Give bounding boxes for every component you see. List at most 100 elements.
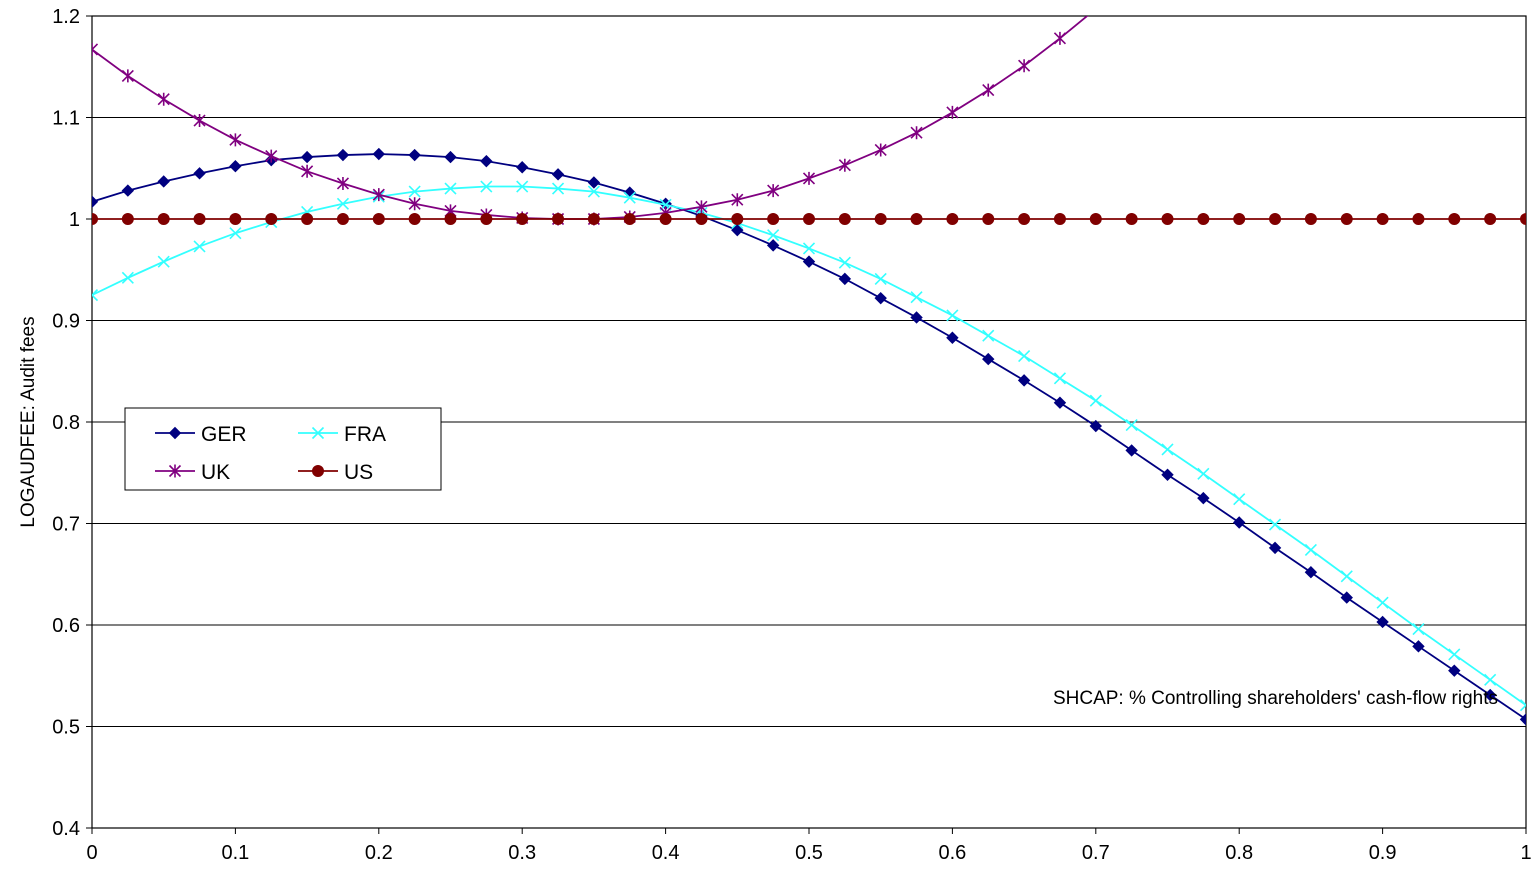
- data-point-fra: [1304, 543, 1317, 556]
- data-point-fra: [1340, 570, 1353, 583]
- x-tick-label: 0.6: [938, 842, 966, 864]
- data-point-ger: [838, 272, 852, 286]
- legend-marker-fra: [311, 426, 325, 440]
- data-point-us: [336, 213, 349, 225]
- data-point-us: [1269, 213, 1282, 225]
- data-point-us: [301, 213, 314, 225]
- data-point-us: [92, 213, 98, 225]
- data-point-ger: [551, 168, 565, 181]
- data-point-ger: [92, 195, 99, 208]
- data-point-fra: [1089, 394, 1102, 407]
- legend-item-uk: UK: [155, 461, 230, 484]
- data-point-fra: [480, 180, 493, 193]
- x-tick-label: 1: [1520, 842, 1531, 864]
- data-point-uk: [229, 133, 242, 147]
- data-point-us: [193, 213, 206, 225]
- legend: GER FRA UK US: [124, 407, 442, 491]
- data-point-us: [1448, 213, 1461, 225]
- data-point-us: [552, 213, 565, 225]
- data-point-fra: [982, 329, 995, 342]
- data-point-us: [623, 213, 636, 225]
- legend-item-us: US: [298, 461, 373, 484]
- data-point-us: [910, 213, 923, 225]
- data-point-fra: [92, 289, 99, 302]
- data-point-uk: [1018, 59, 1031, 73]
- x-tick-label: 0.8: [1225, 842, 1253, 864]
- data-point-ger: [982, 352, 995, 366]
- data-point-uk: [946, 105, 959, 119]
- series-line-uk: [92, 16, 1089, 220]
- data-point-fra: [587, 185, 600, 198]
- data-point-ger: [1089, 419, 1103, 433]
- data-point-fra: [336, 197, 350, 210]
- y-tick-label: 0.6: [52, 615, 80, 637]
- data-point-fra: [516, 180, 529, 193]
- data-point-fra: [1376, 596, 1389, 609]
- data-point-us: [874, 213, 887, 225]
- data-point-uk: [301, 164, 314, 178]
- y-tick-label: 0.4: [52, 818, 80, 840]
- data-point-uk: [92, 42, 99, 56]
- data-point-ger: [802, 255, 816, 268]
- data-point-us: [1018, 213, 1031, 225]
- x-tick-label: 0.7: [1082, 842, 1110, 864]
- data-point-uk: [910, 126, 923, 140]
- y-tick-label: 1: [69, 209, 80, 231]
- data-point-ger: [1232, 516, 1246, 529]
- data-point-uk: [121, 69, 134, 83]
- data-point-uk: [838, 158, 851, 172]
- data-point-us: [1304, 213, 1317, 225]
- data-point-ger: [1125, 444, 1138, 457]
- data-point-fra: [408, 185, 421, 198]
- data-point-fra: [1484, 673, 1497, 686]
- x-tick-label: 0.5: [795, 842, 823, 864]
- legend-marker-ger: [168, 426, 182, 440]
- data-point-us: [229, 213, 242, 225]
- data-point-ger: [300, 150, 314, 164]
- data-point-us: [982, 213, 995, 225]
- data-point-fra: [623, 191, 636, 204]
- x-axis-title: SHCAP: % Controlling shareholders' cash-…: [1053, 688, 1498, 709]
- data-point-us: [803, 213, 815, 225]
- data-point-uk: [982, 83, 995, 97]
- data-point-uk: [802, 171, 816, 185]
- data-point-ger: [372, 147, 386, 161]
- data-point-fra: [1233, 493, 1246, 506]
- data-point-us: [659, 213, 672, 225]
- data-point-us: [444, 213, 457, 225]
- data-point-us: [1161, 213, 1174, 225]
- data-point-ger: [1268, 541, 1282, 555]
- data-point-ger: [515, 161, 529, 174]
- data-point-us: [587, 213, 600, 225]
- data-point-uk: [265, 149, 278, 163]
- data-point-fra: [910, 291, 923, 304]
- data-point-ger: [1412, 640, 1425, 653]
- axis-ticks: 0.4 0.5 0.6 0.7 0.8 0.9 1 1.1 1.2 0 0.1 0.2 0.3 0.4 0.…: [52, 6, 1531, 864]
- data-point-ger: [229, 160, 242, 173]
- data-point-uk: [336, 176, 350, 190]
- data-point-uk: [1090, 2, 1101, 15]
- data-point-fra: [1412, 622, 1425, 636]
- data-point-fra: [1161, 443, 1174, 456]
- data-point-fra: [121, 271, 134, 284]
- legend-item-ger: GER: [155, 423, 247, 446]
- data-point-us: [1233, 213, 1246, 225]
- data-point-ger: [766, 239, 780, 252]
- data-point-fra: [444, 182, 457, 195]
- data-point-ger: [946, 331, 959, 344]
- data-point-fra: [946, 309, 959, 322]
- x-tick-label: 0.2: [365, 842, 393, 864]
- data-point-uk: [874, 143, 887, 157]
- y-tick-label: 1.2: [52, 6, 80, 28]
- data-point-fra: [802, 242, 816, 255]
- data-point-us: [731, 213, 744, 225]
- y-tick-label: 0.7: [52, 514, 80, 536]
- y-axis-title: LOGAUDFEE: Audit fees: [18, 316, 39, 527]
- data-point-fra: [1197, 467, 1210, 480]
- data-point-ger: [1053, 396, 1067, 409]
- data-point-us: [1412, 213, 1425, 225]
- data-point-us: [695, 213, 708, 225]
- data-point-uk: [695, 200, 708, 214]
- data-point-us: [1376, 213, 1389, 225]
